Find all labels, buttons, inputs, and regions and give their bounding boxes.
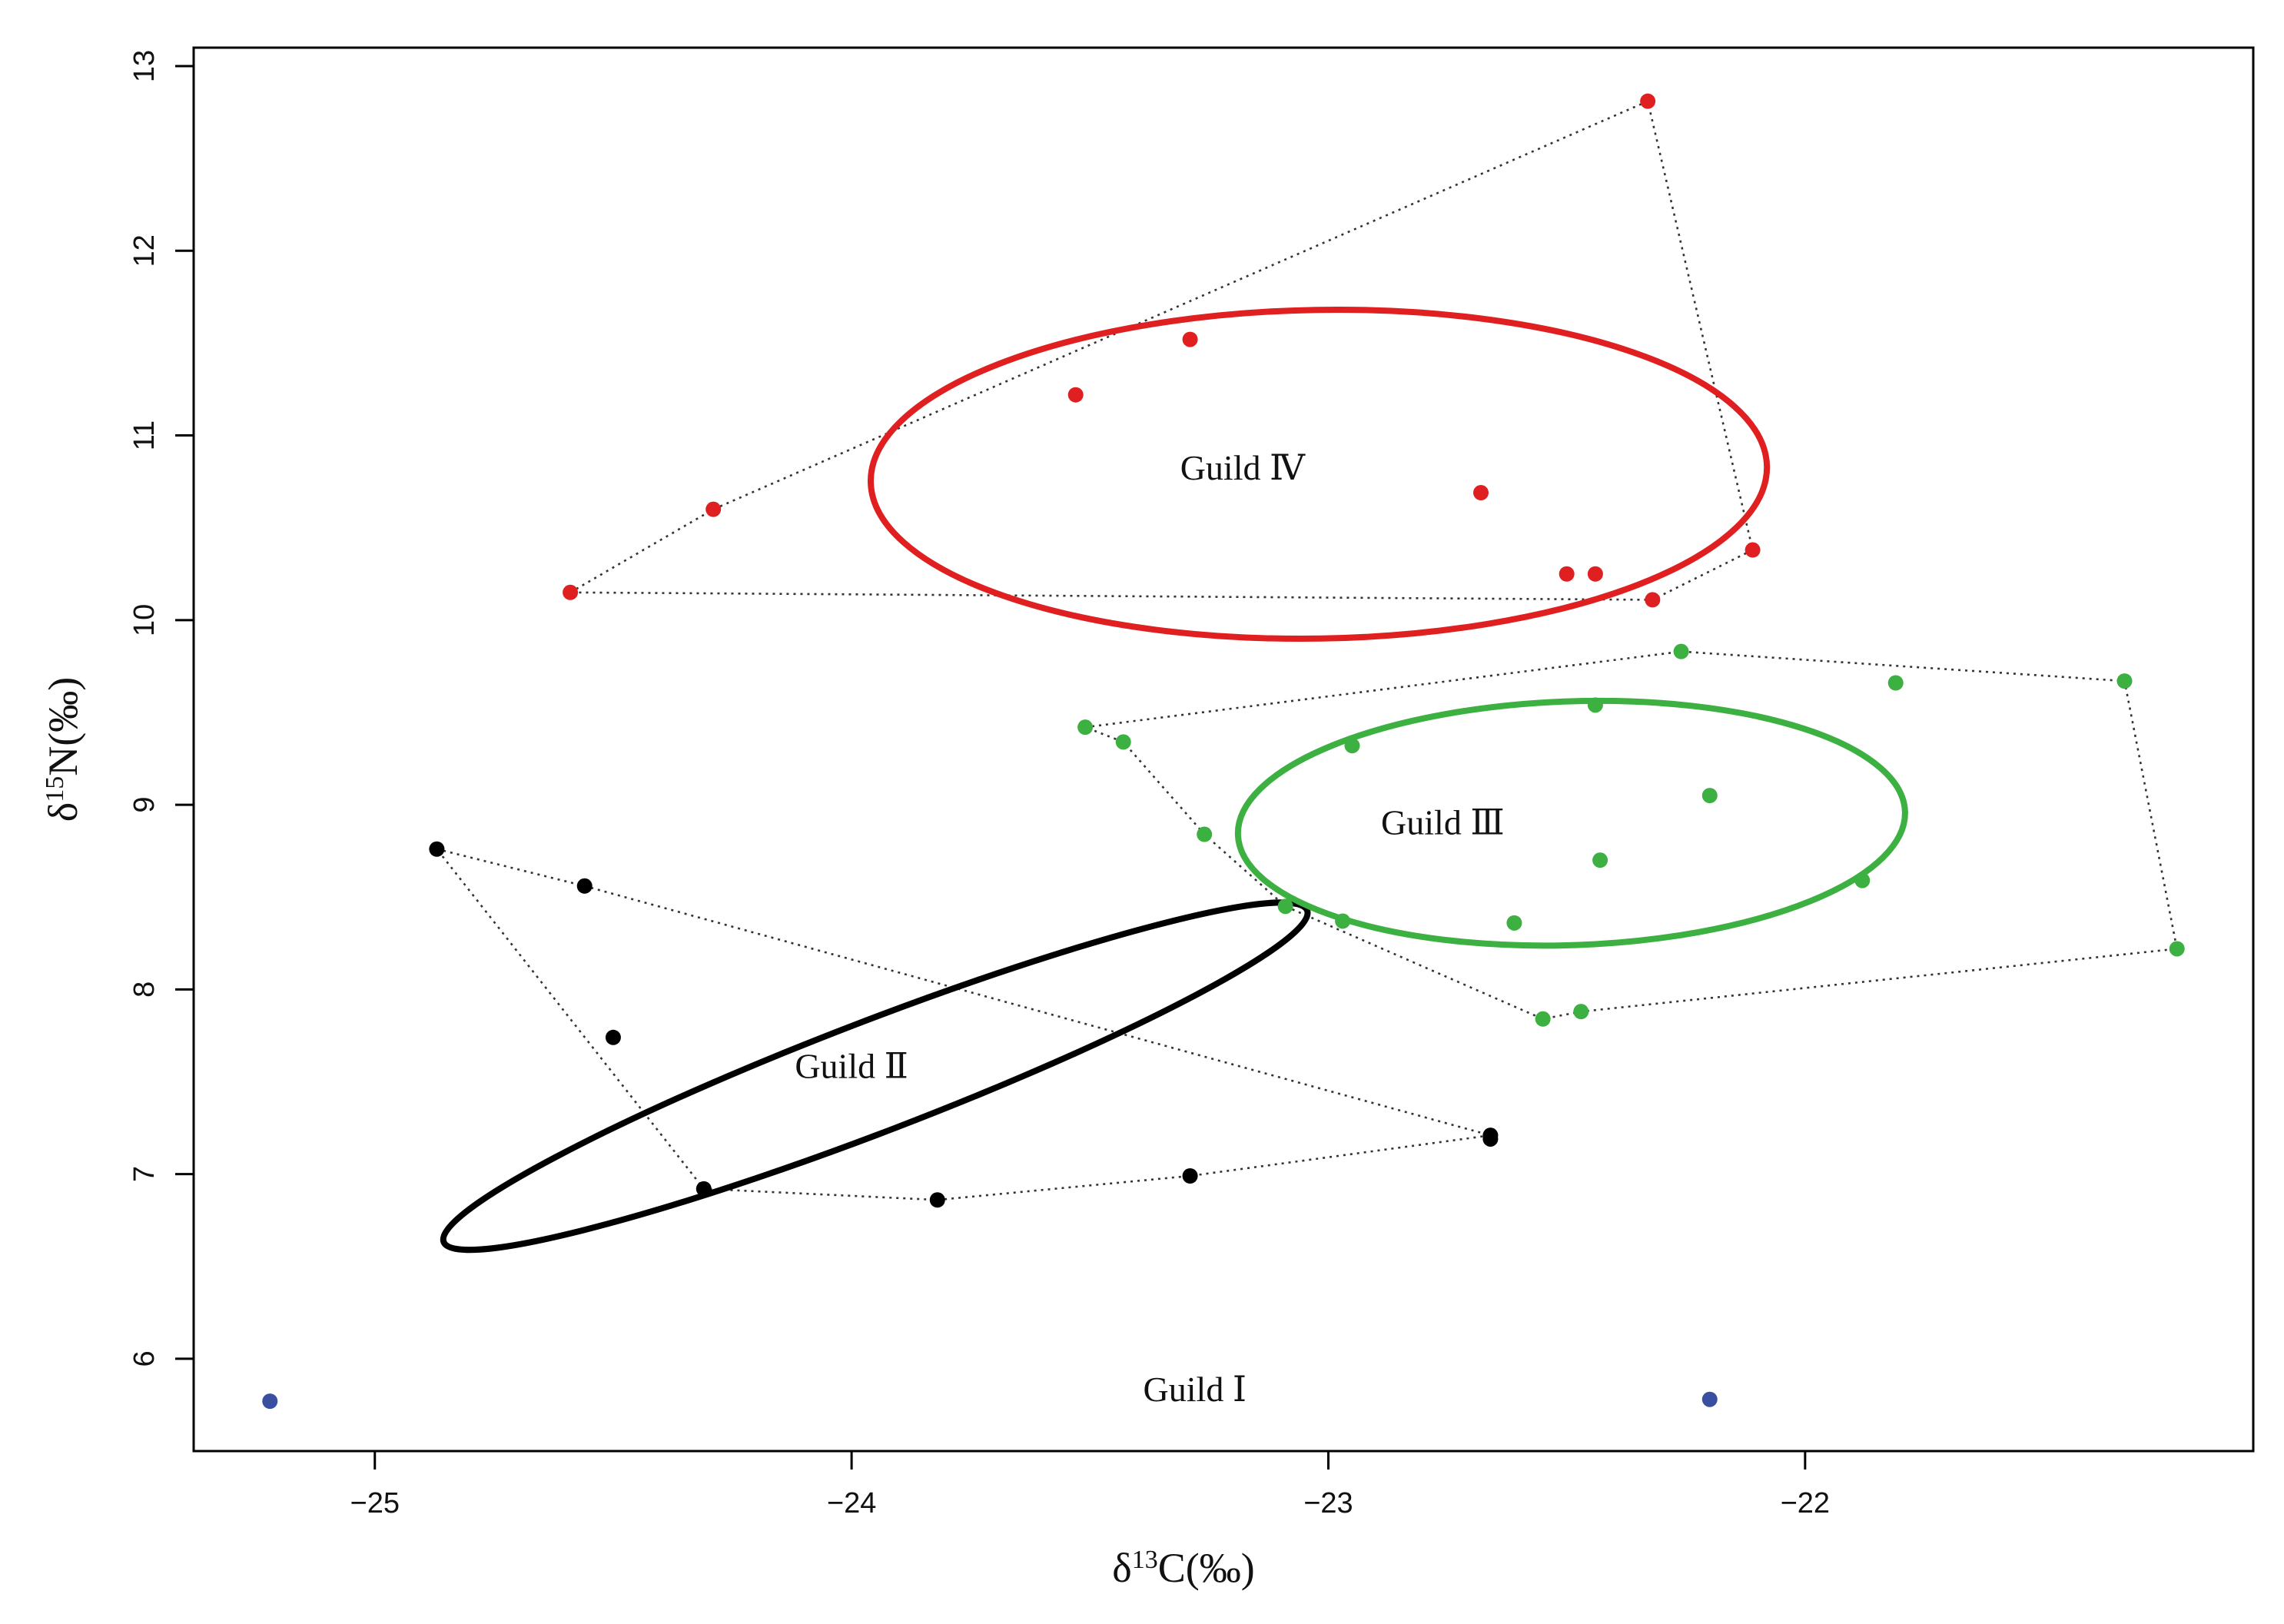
guild-3-point-6	[1887, 675, 1904, 691]
x-axis: −25 −24 −23 −22	[350, 1451, 1830, 1519]
y-tick-label-6: 11	[128, 420, 161, 450]
guild-2-hull	[436, 848, 1491, 1201]
guild-3-point-5	[1673, 643, 1689, 659]
guild-2-point-2	[576, 878, 593, 894]
guild-4-point-3	[1067, 387, 1084, 403]
y-tick-label-1: 6	[128, 1350, 161, 1367]
guild-2-point-6	[1182, 1168, 1198, 1184]
guild-4-label: Guild Ⅳ	[1180, 448, 1306, 487]
guild-1-point-2	[1701, 1391, 1718, 1407]
guild-3-point-7	[2116, 673, 2133, 689]
guild-2-point-4	[695, 1181, 712, 1197]
y-tick-label-4: 9	[128, 797, 161, 813]
guild-3-point-8	[1197, 826, 1213, 842]
guild-4-point-8	[1640, 93, 1656, 109]
guild-4-ellipse	[868, 306, 1771, 643]
guild-4-point-2	[705, 501, 722, 517]
y-tick-label-3: 8	[128, 981, 161, 998]
y-axis-title-sup: 15	[41, 776, 69, 802]
guild-4-point-10	[1745, 542, 1761, 558]
guild-3-point-9	[1277, 898, 1293, 915]
x-axis-title-sup: 13	[1132, 1546, 1158, 1574]
guild-2-point-3	[605, 1029, 621, 1045]
y-tick-label-5: 10	[128, 604, 161, 636]
guild-3-point-15	[2169, 941, 2185, 957]
guild-3-point-10	[1335, 913, 1351, 929]
guild-2-point-5	[929, 1192, 945, 1208]
guild-3-point-3	[1344, 738, 1360, 754]
guild-3-label: Guild Ⅲ	[1381, 803, 1505, 842]
guild-3-point-11	[1506, 915, 1522, 931]
guild-4-hull	[569, 99, 1754, 601]
y-tick-label-8: 13	[128, 50, 161, 82]
guild-4-point-4	[1182, 331, 1198, 347]
y-tick-label-2: 7	[128, 1166, 161, 1182]
y-axis-title: δ15N(‰)	[40, 677, 86, 822]
guild-2-ellipse	[440, 899, 1311, 1254]
guild-4-point-7	[1587, 566, 1603, 582]
guild-4-point-9	[1645, 592, 1661, 608]
guild-3-point-1	[1077, 719, 1094, 736]
y-axis: 6 7 8 9 10 11 12 13	[128, 50, 194, 1367]
convex-hulls	[436, 99, 2179, 1201]
x-tick-label-1: −25	[350, 1487, 400, 1519]
guild-3-point-2	[1115, 734, 1131, 750]
guild-3-ellipse	[1234, 697, 1908, 949]
x-tick-label-3: −23	[1303, 1487, 1353, 1519]
guild-4-point-5	[1473, 485, 1489, 501]
x-tick-label-4: −22	[1781, 1487, 1830, 1519]
guild-1-point-1	[262, 1393, 278, 1410]
guild-2-point-8	[1482, 1131, 1499, 1147]
x-tick-label-2: −24	[827, 1487, 876, 1519]
guild-labels: Guild Ⅰ Guild Ⅱ Guild Ⅲ Guild Ⅳ	[795, 448, 1504, 1409]
guild-4-point-6	[1559, 566, 1575, 582]
x-axis-title: δ13C(‰)	[1112, 1545, 1254, 1591]
guild-3-point-4	[1587, 697, 1603, 713]
guild-1-label: Guild Ⅰ	[1144, 1370, 1247, 1409]
guild-3-point-12	[1592, 852, 1608, 868]
guild-4-point-1	[563, 584, 579, 600]
y-tick-label-7: 12	[128, 234, 161, 267]
guild-3-point-17	[1573, 1004, 1589, 1020]
guild-3-point-13	[1701, 788, 1718, 804]
data-points	[262, 93, 2185, 1410]
guild-2-label: Guild Ⅱ	[795, 1047, 908, 1086]
guild-2-point-1	[429, 841, 445, 857]
guild-3-point-14	[1854, 872, 1871, 888]
standard-ellipses	[440, 306, 1908, 1254]
plot-frame	[192, 46, 2255, 1453]
guild-3-point-16	[1535, 1011, 1551, 1027]
